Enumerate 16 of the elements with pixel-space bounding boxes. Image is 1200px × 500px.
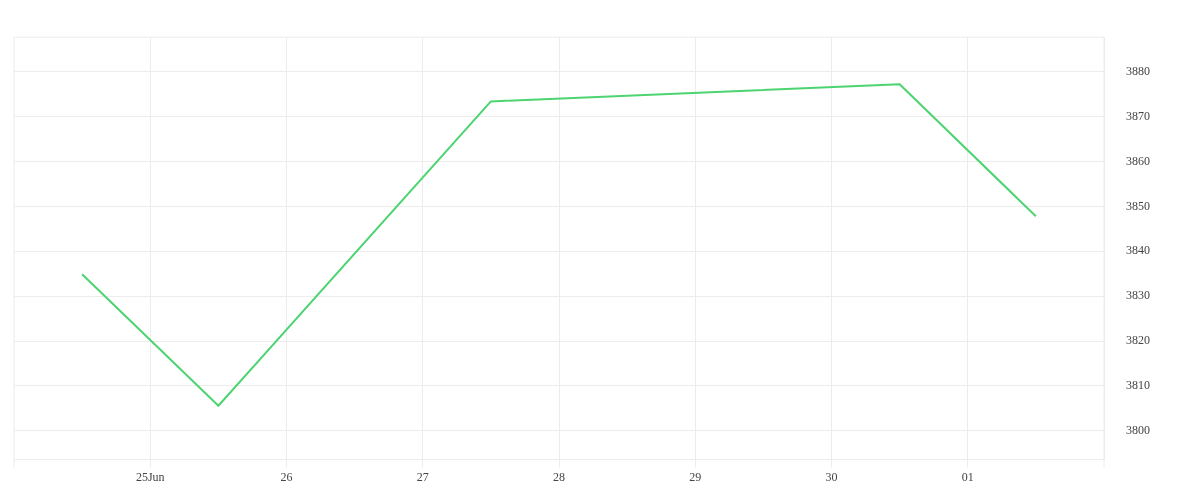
x-tick-label: 29 <box>689 469 702 484</box>
y-tick-label: 3850 <box>1126 198 1150 213</box>
x-tick-label: 30 <box>825 469 838 484</box>
y-tick-label: 3830 <box>1126 288 1150 303</box>
y-tick-label: 3880 <box>1126 63 1150 78</box>
y-tick-label: 3800 <box>1126 423 1150 438</box>
y-tick-label: 3840 <box>1126 243 1150 258</box>
x-tick-label: 01 <box>961 469 974 484</box>
x-tick-label: 26 <box>280 469 293 484</box>
x-tick-label: 27 <box>416 469 429 484</box>
x-tick-label: 25Jun <box>135 469 165 484</box>
y-tick-label: 3810 <box>1126 378 1150 393</box>
y-tick-label: 3870 <box>1126 108 1150 123</box>
y-tick-label: 3860 <box>1126 153 1150 168</box>
x-tick-label: 28 <box>553 469 565 484</box>
y-tick-label: 3820 <box>1126 333 1150 348</box>
